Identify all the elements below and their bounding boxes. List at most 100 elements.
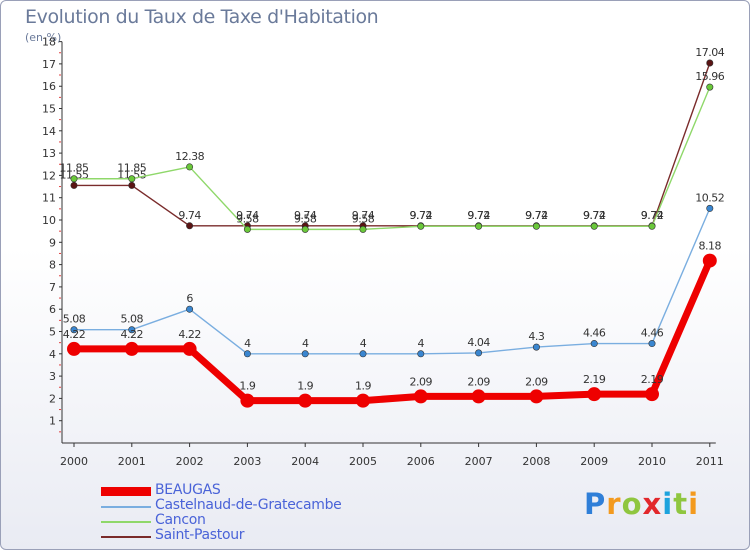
data-label: 9.72 xyxy=(641,209,664,222)
data-point xyxy=(128,175,136,183)
data-label: 1.9 xyxy=(239,380,255,393)
y-tick-label: 18 xyxy=(42,36,56,49)
data-point xyxy=(587,387,602,402)
data-label: 9.72 xyxy=(467,209,490,222)
data-label: 4 xyxy=(244,337,251,350)
data-label: 11.85 xyxy=(117,162,146,175)
y-tick-label: 12 xyxy=(42,169,56,182)
data-label: 4.04 xyxy=(467,336,490,349)
data-label: 9.74 xyxy=(294,209,317,222)
data-point xyxy=(529,389,544,404)
logo-letter: i xyxy=(662,487,674,521)
x-tick-label: 2000 xyxy=(60,455,88,468)
x-tick-label: 2008 xyxy=(522,455,550,468)
data-label: 9.74 xyxy=(525,209,548,222)
data-label: 9.74 xyxy=(352,209,375,222)
y-tick-label: 16 xyxy=(42,80,56,93)
logo-letter: o xyxy=(621,487,643,521)
series-line xyxy=(74,208,711,355)
data-label: 9.74 xyxy=(178,209,201,222)
legend-label: Castelnaud-de-Gratecambe xyxy=(155,497,342,513)
data-point xyxy=(240,393,255,408)
data-label: 9.74 xyxy=(236,209,259,222)
y-tick-label: 3 xyxy=(49,370,56,383)
data-label: 2.19 xyxy=(583,373,606,386)
x-tick-label: 2011 xyxy=(696,455,724,468)
y-tick-label: 8 xyxy=(49,259,56,272)
data-point xyxy=(471,389,486,404)
x-tick-label: 2006 xyxy=(407,455,435,468)
data-label: 6 xyxy=(186,292,193,305)
y-tick-label: 5 xyxy=(49,326,56,339)
y-tick-label: 2 xyxy=(49,392,56,405)
x-tick-label: 2001 xyxy=(118,455,146,468)
data-point xyxy=(301,225,309,233)
data-point xyxy=(356,393,370,408)
y-tick-label: 9 xyxy=(49,236,56,249)
data-point xyxy=(706,83,714,91)
data-point xyxy=(413,389,428,404)
data-label: 5.08 xyxy=(63,313,86,326)
data-point xyxy=(182,341,197,356)
data-label: 4 xyxy=(302,337,309,350)
data-label: 5.08 xyxy=(121,313,144,326)
data-point xyxy=(475,349,483,357)
data-label: 4.22 xyxy=(121,328,144,341)
y-tick-label: 13 xyxy=(42,147,56,160)
data-point xyxy=(186,222,194,230)
y-tick-label: 15 xyxy=(42,103,56,116)
data-point xyxy=(590,340,598,348)
data-point xyxy=(648,222,656,230)
data-label: 9.72 xyxy=(525,209,548,222)
data-label: 4 xyxy=(418,337,425,350)
legend-label: Saint-Pastour xyxy=(155,527,245,543)
data-label: 17.04 xyxy=(695,46,724,59)
data-label: 9.74 xyxy=(410,209,433,222)
data-point xyxy=(70,181,78,189)
legend-swatch xyxy=(101,487,151,496)
logo-letter: r xyxy=(606,487,622,521)
data-label: 4.46 xyxy=(641,327,664,340)
data-label: 1.9 xyxy=(355,380,371,393)
logo-letter: t xyxy=(673,487,689,521)
data-label: 2.09 xyxy=(525,375,548,388)
series-line xyxy=(74,62,711,227)
data-label: 12.38 xyxy=(175,150,204,163)
legend-label: Cancon xyxy=(155,512,206,528)
data-point xyxy=(186,163,194,171)
y-tick-label: 10 xyxy=(42,214,56,227)
data-point xyxy=(359,350,367,358)
data-point xyxy=(67,341,81,356)
y-tick-label: 6 xyxy=(49,303,56,316)
data-point xyxy=(70,175,78,183)
data-point xyxy=(417,350,425,358)
data-point xyxy=(124,341,139,356)
data-point xyxy=(475,222,483,230)
y-tick-label: 1 xyxy=(49,415,56,428)
logo-letter: x xyxy=(642,487,663,521)
data-label: 9.58 xyxy=(352,212,375,225)
data-point xyxy=(706,59,714,67)
data-label: 9.72 xyxy=(583,209,606,222)
data-label: 9.58 xyxy=(236,212,259,225)
data-label: 8.18 xyxy=(699,240,722,253)
x-tick-label: 2005 xyxy=(349,455,377,468)
x-tick-label: 2010 xyxy=(638,455,666,468)
legend-swatch xyxy=(101,536,151,538)
data-point xyxy=(417,222,425,230)
legend-swatch xyxy=(101,521,151,523)
x-tick-label: 2004 xyxy=(291,455,319,468)
y-tick-label: 4 xyxy=(49,348,56,361)
data-point xyxy=(128,326,136,334)
data-label: 9.74 xyxy=(583,209,606,222)
series-line xyxy=(74,259,714,405)
y-tick-label: 11 xyxy=(42,192,56,205)
data-point xyxy=(590,222,598,230)
data-point xyxy=(70,326,78,334)
chart-title: Evolution du Taux de Taxe d'Habitation xyxy=(25,6,379,28)
data-point xyxy=(301,350,309,358)
data-point xyxy=(706,204,714,212)
data-point xyxy=(532,343,540,351)
